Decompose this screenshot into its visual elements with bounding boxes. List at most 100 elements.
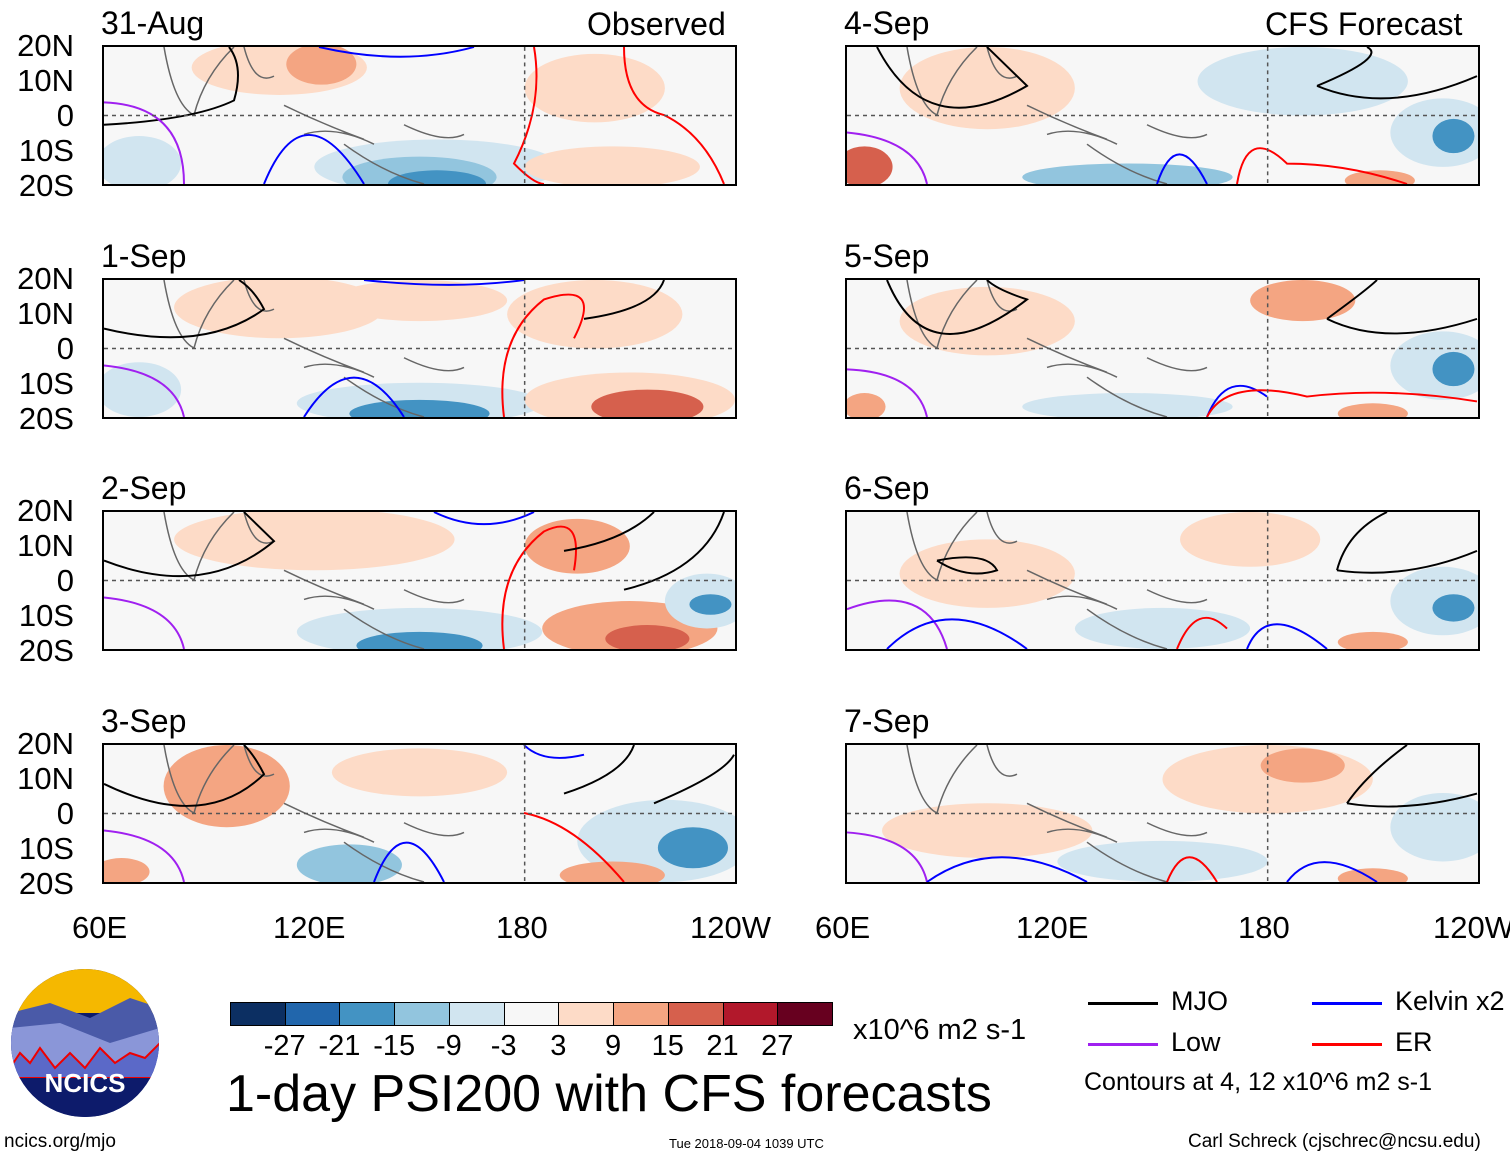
wave-contour — [104, 745, 266, 807]
legend-line — [1088, 1043, 1158, 1046]
wave-contour — [886, 618, 1028, 649]
legend-line — [1312, 1043, 1382, 1046]
wave-contour — [1316, 47, 1373, 87]
x-tick-label: 180 — [496, 910, 548, 945]
y-tick-label: 20N — [17, 28, 74, 63]
anomaly-region — [1074, 607, 1251, 649]
wave-contour — [104, 364, 185, 417]
y-tick-label: 10N — [17, 296, 74, 331]
anomaly-region — [1337, 631, 1408, 649]
anomaly-region — [657, 827, 728, 869]
x-tick-label: 120E — [1016, 910, 1089, 945]
y-tick-label: 0 — [56, 796, 74, 831]
wave-contour — [104, 280, 266, 339]
wave-contour — [1316, 75, 1478, 100]
anomaly-region — [1022, 163, 1233, 184]
wave-contour — [1326, 280, 1378, 320]
colorbar-label: -21 — [318, 1030, 361, 1062]
wave-contour — [104, 512, 276, 578]
wave-contour — [876, 47, 1029, 109]
map-panel — [102, 45, 737, 186]
wave-contour — [104, 47, 239, 126]
anomaly-region — [104, 136, 182, 184]
wave-contour — [653, 754, 735, 805]
anomaly-region — [1057, 840, 1268, 882]
colorbar-label: -27 — [263, 1030, 306, 1062]
y-tick-label: 20S — [18, 168, 74, 203]
panel-date-title: 4-Sep — [844, 5, 930, 41]
figure-title: 1-day PSI200 with CFS forecasts — [226, 1065, 992, 1123]
y-tick-label: 10N — [17, 63, 74, 98]
panel-date-title: 5-Sep — [844, 238, 930, 274]
x-tick-label: 120E — [273, 910, 346, 945]
anomaly-region — [524, 518, 630, 574]
legend-label: Low — [1171, 1027, 1221, 1057]
wave-contour — [847, 599, 948, 649]
anomaly-region — [899, 286, 1075, 356]
wave-contour — [1206, 384, 1268, 417]
anomaly-region — [331, 748, 508, 797]
wave-contour — [1176, 616, 1228, 649]
anomaly-region — [1197, 47, 1408, 116]
colorbar-label: -9 — [436, 1030, 462, 1062]
legend-label: MJO — [1171, 986, 1228, 1016]
anomaly-region — [559, 861, 665, 882]
colorbar-swatch — [503, 1002, 560, 1026]
anomaly-region — [1180, 512, 1321, 567]
wave-contour — [1246, 623, 1328, 649]
wave-contour — [104, 829, 185, 882]
panel-date-title: 3-Sep — [101, 703, 187, 739]
wave-contour — [263, 133, 365, 184]
anomaly-region — [1022, 393, 1233, 417]
wave-contour — [512, 47, 545, 184]
anomaly-region — [1337, 403, 1408, 417]
wave-contour — [847, 131, 928, 184]
y-tick-label: 0 — [56, 563, 74, 598]
colorbar-swatch — [613, 1002, 669, 1026]
colorbar-swatch — [284, 1002, 341, 1026]
y-tick-label: 0 — [56, 98, 74, 133]
y-tick-label: 20S — [18, 401, 74, 436]
colorbar-label: 9 — [605, 1030, 622, 1062]
wave-contour — [303, 376, 405, 417]
contour-note: Contours at 4, 12 x10^6 m2 s-1 — [1084, 1068, 1433, 1096]
wave-contour — [1336, 549, 1478, 574]
x-tick-label: 180 — [1238, 910, 1290, 945]
wave-contour — [501, 293, 585, 417]
colorbar-label: 3 — [550, 1030, 567, 1062]
anomaly-region — [524, 53, 665, 123]
map-panel — [845, 278, 1480, 419]
wave-contour — [886, 280, 1030, 335]
colorbar-swatch — [339, 1002, 396, 1026]
colorbar-swatch — [777, 1002, 833, 1026]
legend-line — [1312, 1002, 1382, 1005]
anomaly-region — [1432, 594, 1475, 622]
y-tick-label: 20N — [17, 726, 74, 761]
map-panel — [845, 743, 1480, 884]
x-tick-label: 120W — [1433, 910, 1510, 945]
wave-contour — [318, 47, 475, 58]
colorbar-swatch — [558, 1002, 615, 1026]
colorbar-swatch — [667, 1002, 724, 1026]
wave-contour — [1336, 512, 1388, 571]
anomaly-region — [1337, 868, 1408, 882]
map-panel — [845, 45, 1480, 186]
anomaly-region — [296, 844, 402, 882]
anomaly-region — [331, 280, 508, 322]
anomaly-region — [174, 280, 385, 339]
y-tick-label: 20S — [18, 866, 74, 901]
wave-contour — [1156, 153, 1208, 184]
wave-contour — [104, 101, 185, 184]
y-tick-label: 0 — [56, 331, 74, 366]
y-tick-label: 20N — [17, 493, 74, 528]
wave-contour — [936, 556, 999, 575]
anomaly-region — [1390, 792, 1478, 862]
map-panel — [102, 743, 737, 884]
anomaly-region — [1432, 351, 1475, 387]
wave-contour — [623, 512, 725, 591]
colorbar-label: -15 — [373, 1030, 416, 1062]
anomaly-region — [605, 625, 690, 649]
wave-contour — [563, 512, 655, 552]
footer-url[interactable]: ncics.org/mjo — [4, 1131, 116, 1152]
anomaly-region — [689, 594, 732, 615]
